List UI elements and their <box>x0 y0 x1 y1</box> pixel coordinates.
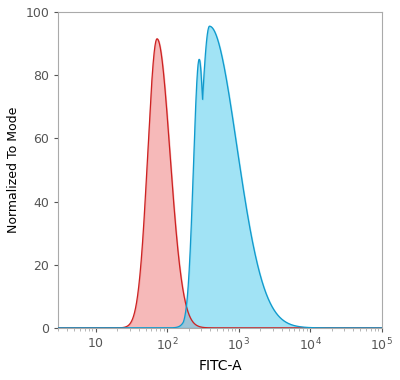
Y-axis label: Normalized To Mode: Normalized To Mode <box>7 107 20 233</box>
X-axis label: FITC-A: FITC-A <box>198 359 242 373</box>
